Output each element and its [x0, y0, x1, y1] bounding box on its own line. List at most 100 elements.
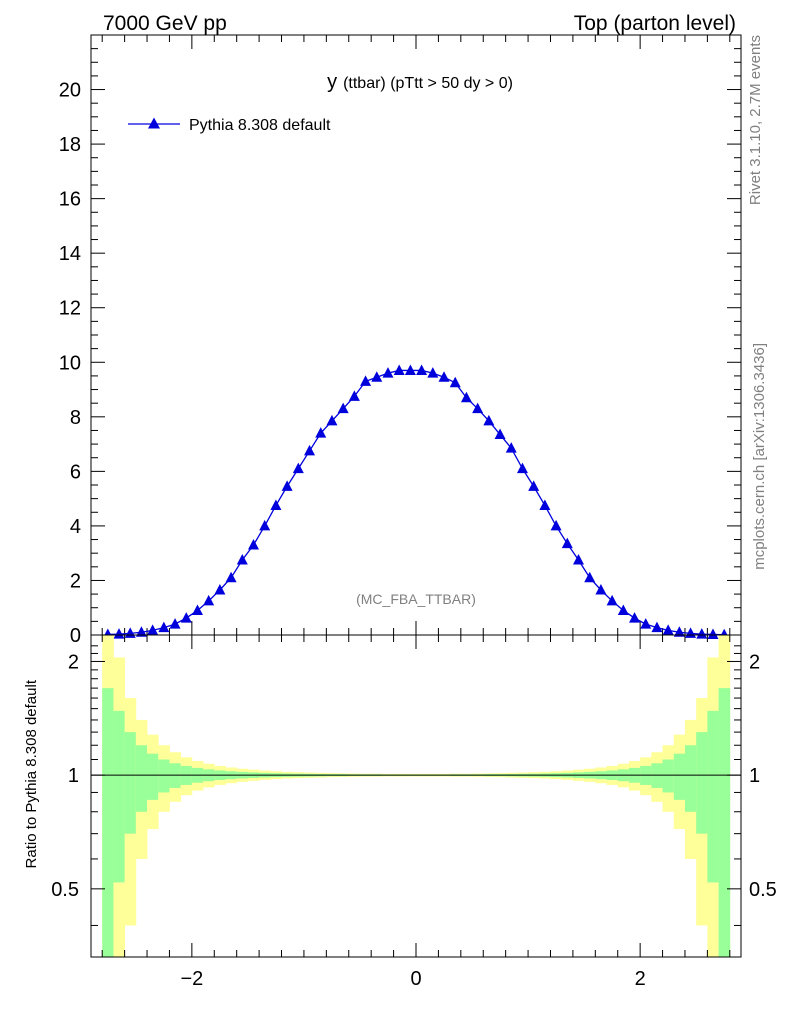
rivet-label: Rivet 3.1.10, 2.7M events	[747, 35, 764, 205]
ratio-band-inner	[113, 710, 126, 883]
ratio-band-inner	[718, 688, 731, 957]
ratio-y-tick-label-left: 0.5	[51, 879, 79, 901]
ratio-y-tick-label-right: 2	[749, 651, 760, 673]
main-axis-ticks: 0 2 4 6 8 10 12 14 16 18 20	[59, 34, 741, 647]
data-point	[337, 402, 349, 414]
legend-label: Pythia 8.308 default	[189, 117, 331, 134]
data-point	[180, 612, 192, 623]
data-point	[169, 618, 181, 629]
data-point	[281, 480, 293, 491]
y-tick-label: 0	[70, 625, 81, 647]
y-tick-label: 6	[70, 461, 81, 483]
x-tick-label: −2	[180, 968, 203, 990]
ratio-y-tick-label-left: 2	[68, 651, 79, 673]
ratio-y-tick-label-right: 0.5	[749, 879, 777, 901]
ratio-band-inner	[147, 753, 159, 800]
data-point	[528, 480, 540, 491]
data-point	[606, 594, 618, 606]
ratio-bands	[102, 635, 731, 957]
ratio-plot: 0.5 0.5 1 1 2 2 −2 0 2 Ratio to Pythia 8.308 def…	[23, 634, 777, 990]
data-point	[371, 371, 383, 382]
ratio-plot-frame	[90, 634, 742, 958]
ratio-band-inner	[707, 710, 719, 883]
ratio-band-inner	[158, 759, 170, 793]
mcplots-label: mcplots.cern.ch [arXiv:1306.3436]	[751, 343, 768, 570]
data-point	[550, 519, 562, 531]
y-tick-label: 12	[59, 298, 81, 320]
ratio-band-inner	[102, 688, 114, 957]
ratio-band-inner	[684, 745, 697, 812]
ratio-y-tick-label-right: 1	[749, 765, 760, 787]
data-point	[113, 628, 125, 639]
data-point	[707, 628, 719, 639]
ratio-band-inner	[696, 732, 708, 834]
data-point	[516, 462, 528, 474]
data-point	[203, 594, 215, 606]
data-point	[315, 427, 327, 438]
data-point	[270, 499, 282, 510]
y-tick-label: 2	[70, 570, 81, 592]
x-tick-label: 2	[635, 968, 646, 990]
y-tick-label: 4	[70, 516, 81, 538]
y-tick-label: 10	[59, 352, 81, 374]
ratio-ylabel: Ratio to Pythia 8.308 default	[23, 679, 40, 868]
ratio-band-inner	[673, 753, 686, 800]
data-point	[348, 390, 360, 401]
data-point	[393, 364, 405, 375]
data-point	[629, 612, 641, 623]
data-point	[494, 428, 506, 440]
ratio-axis-ticks: 0.5 0.5 1 1 2 2 −2 0 2	[51, 635, 777, 990]
data-point	[292, 462, 304, 474]
data-point	[236, 554, 248, 565]
y-tick-label: 16	[59, 189, 81, 211]
data-point	[416, 364, 428, 375]
data-point	[595, 584, 607, 595]
data-point	[617, 604, 629, 615]
data-point	[225, 571, 237, 583]
header-right: Top (parton level)	[574, 12, 736, 35]
plot-title: y (ttbar) (pTtt > 50 dy > 0)	[327, 71, 513, 93]
plot-title-sub: (ttbar) (pTtt > 50 dy > 0)	[343, 75, 513, 92]
y-tick-label: 8	[70, 407, 81, 429]
analysis-watermark: (MC_FBA_TTBAR)	[356, 591, 476, 607]
data-point	[449, 376, 461, 388]
data-point	[640, 618, 652, 629]
data-point	[191, 604, 203, 615]
data-point	[304, 444, 316, 456]
ratio-band-inner	[135, 745, 148, 812]
data-point	[382, 367, 394, 378]
data-point	[404, 364, 416, 375]
ratio-band-inner	[124, 732, 137, 834]
data-point	[438, 371, 450, 382]
data-point	[248, 539, 259, 550]
data-point	[259, 519, 271, 531]
data-point	[214, 584, 226, 595]
y-tick-label: 20	[59, 80, 81, 102]
data-point	[360, 375, 372, 386]
data-point	[135, 626, 147, 637]
data-point	[460, 391, 472, 403]
data-point	[483, 414, 495, 426]
data-point	[539, 499, 551, 510]
data-point	[573, 554, 584, 565]
data-point	[326, 414, 338, 426]
data-point	[662, 624, 674, 635]
legend-marker	[148, 117, 160, 129]
data-point	[561, 537, 573, 549]
y-tick-label: 14	[59, 243, 81, 265]
ratio-band-inner	[662, 759, 675, 793]
data-point	[505, 442, 517, 453]
plot-title-main: y	[327, 71, 337, 93]
data-point	[472, 402, 484, 414]
main-plot: 0 2 4 6 8 10 12 14 16 18 20 y (ttbar) (pTtt > 50 dy…	[59, 34, 742, 647]
header-left: 7000 GeV pp	[103, 12, 227, 35]
data-point	[651, 621, 663, 633]
data-point	[158, 621, 170, 633]
y-tick-label: 18	[59, 134, 81, 156]
data-point	[147, 624, 159, 635]
data-point	[584, 571, 596, 583]
data-point	[696, 628, 708, 639]
data-point	[673, 626, 685, 637]
data-point	[427, 367, 439, 378]
